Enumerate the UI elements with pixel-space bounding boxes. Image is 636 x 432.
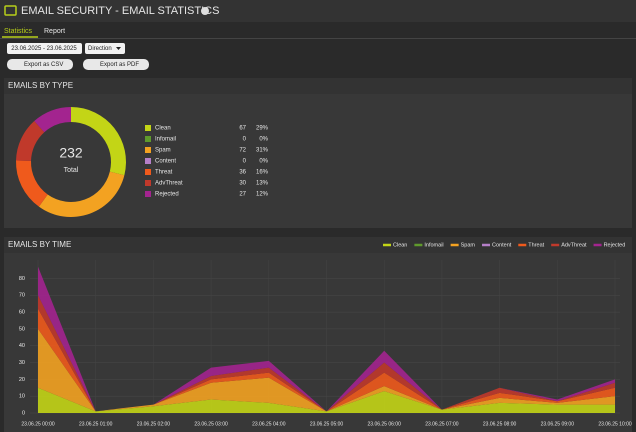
legend-label: Content [155, 159, 176, 165]
info-icon[interactable] [201, 7, 209, 15]
dropdown-arrow [116, 47, 121, 50]
export-pdf-button[interactable] [83, 59, 149, 70]
y-tick-label: 30 [19, 360, 25, 366]
page-title: EMAIL SECURITY - EMAIL STATISTICS [21, 5, 219, 17]
area-series [38, 387, 615, 413]
type-share: 12% [256, 192, 269, 198]
x-tick-label: 23.06.25 01:00 [79, 421, 113, 427]
x-tick-label: 23.06.25 00:00 [21, 421, 55, 427]
type-count: 67 [239, 126, 246, 132]
y-tick-label: 50 [19, 326, 25, 332]
tab[interactable]: Report [44, 28, 65, 35]
legend-swatch [145, 169, 151, 175]
panel-header [4, 237, 632, 253]
legend-label: AdvThreat [155, 181, 183, 187]
legend-label: Spam [461, 242, 476, 248]
area-series [38, 328, 615, 412]
x-tick-label: 23.06.25 06:00 [368, 421, 402, 427]
donut-slice [34, 107, 71, 133]
x-tick-label: 23.06.25 08:00 [483, 421, 517, 427]
legend-label: Rejected [604, 242, 626, 248]
panel-title: EMAILS BY TYPE [8, 81, 73, 90]
type-share: 0% [259, 137, 268, 143]
export-csv-button[interactable] [7, 59, 73, 70]
direction-text: Direction [88, 46, 112, 52]
type-count: 36 [239, 170, 246, 176]
type-count: 30 [239, 181, 246, 187]
legend-swatch [145, 180, 151, 186]
type-share: 0% [259, 159, 268, 165]
donut-slice [16, 121, 45, 161]
y-tick-label: 10 [19, 394, 25, 400]
legend-label: AdvThreat [561, 242, 587, 248]
panel [4, 94, 632, 228]
legend-label: Rejected [155, 192, 179, 198]
donut-slice [71, 107, 126, 176]
legend-label: Clean [155, 126, 171, 132]
y-tick-label: 70 [19, 293, 25, 299]
y-tick-label: 80 [19, 276, 25, 282]
x-tick-label: 23.06.25 05:00 [310, 421, 344, 427]
direction-dropdown[interactable] [85, 43, 125, 54]
legend-swatch [145, 158, 151, 164]
legend-swatch [145, 191, 151, 197]
donut-total-label: Total [64, 167, 79, 174]
legend-label: Clean [393, 242, 407, 248]
tab[interactable]: Statistics [4, 28, 33, 35]
legend-label: Threat [528, 242, 544, 248]
donut-total: 232 [59, 145, 83, 161]
legend-label: Infomail [155, 137, 176, 143]
type-share: 13% [256, 181, 269, 187]
legend-label: Threat [155, 170, 173, 176]
type-count: 27 [239, 192, 246, 198]
mail-icon [4, 5, 17, 16]
legend-label: Content [492, 242, 512, 248]
legend-label: Infomail [424, 242, 443, 248]
x-tick-label: 23.06.25 07:00 [425, 421, 459, 427]
type-share: 16% [256, 170, 269, 176]
type-share: 29% [256, 126, 269, 132]
y-tick-label: 60 [19, 310, 25, 316]
type-count: 72 [239, 148, 246, 154]
legend-swatch [145, 136, 151, 142]
legend-swatch [145, 147, 151, 153]
legend-swatch [145, 125, 151, 131]
export-pdf-text: Export as PDF [100, 62, 139, 68]
export-csv-text: Export as CSV [24, 62, 63, 68]
y-tick-label: 40 [19, 343, 25, 349]
x-tick-label: 23.06.25 02:00 [137, 421, 171, 427]
panel-title: EMAILS BY TIME [8, 240, 71, 249]
y-tick-label: 0 [22, 410, 25, 416]
date-range[interactable] [7, 43, 82, 54]
x-tick-label: 23.06.25 04:00 [252, 421, 286, 427]
legend-label: Spam [155, 148, 171, 154]
x-tick-label: 23.06.25 10:00 [598, 421, 632, 427]
donut-slice [15, 160, 48, 207]
header-bar [0, 0, 636, 22]
y-tick-label: 20 [19, 377, 25, 383]
type-count: 0 [243, 159, 247, 165]
x-tick-label: 23.06.25 03:00 [194, 421, 228, 427]
type-share: 31% [256, 148, 269, 154]
x-tick-label: 23.06.25 09:00 [541, 421, 575, 427]
type-count: 0 [243, 137, 247, 143]
date-range-text: 23.06.2025 - 23.06.2025 [11, 46, 77, 52]
donut-slice [38, 171, 125, 217]
panel-header [4, 78, 632, 94]
